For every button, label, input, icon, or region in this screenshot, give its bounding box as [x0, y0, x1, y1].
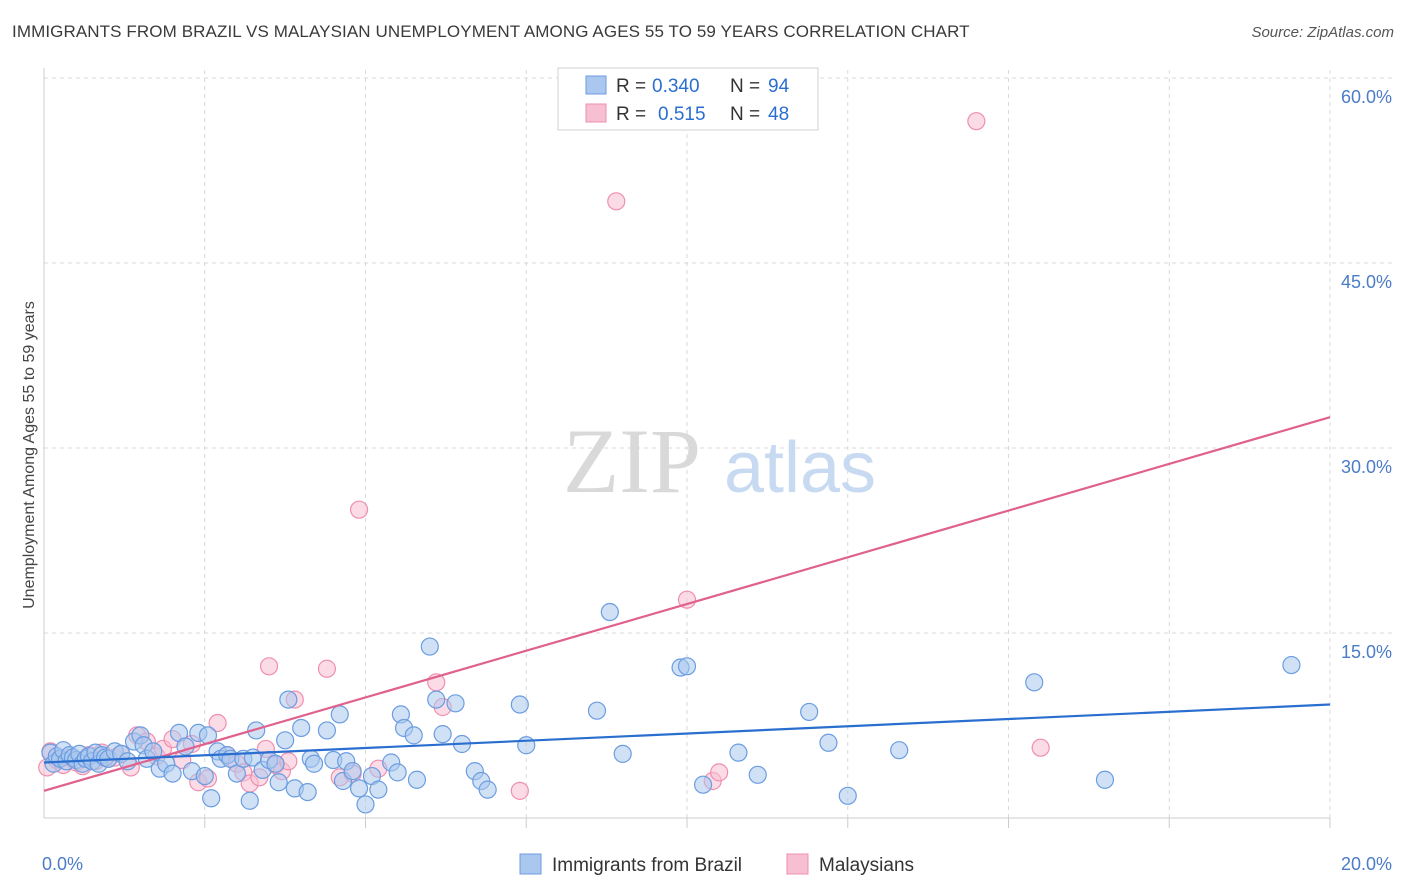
legend-n-label-malaysian: N =	[730, 104, 760, 125]
brazil-point-63	[349, 779, 369, 798]
brazil-point-73	[420, 637, 439, 656]
bottom-legend: Immigrants from Brazil Malaysians	[519, 853, 914, 876]
brazil-point-97	[1282, 655, 1301, 675]
y-tick-label-1: 30.0%	[1341, 457, 1392, 477]
malaysian-point-42	[510, 781, 529, 800]
axes	[43, 68, 1331, 828]
brazil-point-74	[427, 690, 446, 709]
series-malaysians-points	[38, 112, 1050, 800]
legend-swatch-malaysian	[585, 103, 607, 123]
brazil-point-71	[404, 726, 423, 745]
brazil-point-75	[433, 725, 452, 744]
legend-r-value-brazil: 0.340	[652, 76, 700, 97]
bottom-legend-label-malaysian: Malaysians	[819, 855, 914, 876]
legend-n-value-brazil: 94	[768, 76, 790, 97]
watermark-zip: ZIP	[563, 410, 701, 512]
legend-r-value-malaysian: 0.515	[658, 104, 706, 125]
malaysian-trend-line	[43, 416, 1331, 792]
malaysian-point-35	[317, 659, 337, 678]
brazil-point-72	[407, 770, 427, 789]
brazil-point-94	[890, 741, 909, 760]
brazil-point-66	[369, 780, 388, 799]
brazil-point-53	[292, 718, 311, 738]
malaysian-point-46	[677, 590, 697, 609]
brazil-point-56	[304, 754, 324, 773]
legend-r-label-malaysian: R =	[616, 104, 646, 125]
trend-lines	[43, 416, 1331, 792]
brazil-point-49	[269, 773, 288, 792]
brazil-point-88	[693, 775, 713, 794]
brazil-trend-line	[43, 703, 1331, 764]
brazil-point-95	[1025, 673, 1044, 692]
y-tick-label-2: 45.0%	[1341, 272, 1392, 292]
x-tick-label-0: 0.0%	[42, 854, 83, 874]
brazil-point-59	[330, 705, 349, 724]
malaysian-point-47	[967, 112, 986, 131]
series-brazil-points	[41, 602, 1301, 814]
y-tick-label-3: 60.0%	[1341, 87, 1392, 107]
bottom-legend-swatch-brazil	[519, 853, 542, 875]
legend-box: R = 0.340 N = 94 R = 0.515 N = 48	[557, 67, 819, 131]
watermark-atlas: atlas	[724, 428, 876, 508]
brazil-point-45	[247, 721, 266, 740]
brazil-point-84	[600, 602, 619, 622]
malaysian-point-43	[607, 192, 626, 211]
malaysian-point-48	[1031, 738, 1050, 757]
brazil-point-62	[343, 762, 362, 781]
brazil-point-83	[587, 701, 607, 720]
brazil-point-82	[517, 736, 536, 755]
brazil-point-48	[266, 754, 285, 773]
brazil-point-90	[748, 765, 767, 784]
bottom-legend-label-brazil: Immigrants from Brazil	[552, 855, 742, 876]
brazil-point-91	[800, 702, 819, 722]
bottom-legend-swatch-malaysian	[786, 853, 809, 875]
brazil-point-87	[677, 657, 697, 676]
brazil-point-92	[819, 733, 838, 752]
source-label: Source: ZipAtlas.com	[1251, 24, 1394, 41]
chart-title: IMMIGRANTS FROM BRAZIL VS MALAYSIAN UNEM…	[12, 22, 970, 41]
watermark: ZIP atlas	[563, 410, 876, 512]
brazil-point-50	[276, 731, 295, 750]
brazil-point-89	[729, 743, 748, 762]
brazil-point-29	[163, 764, 182, 783]
y-tick-label-0: 15.0%	[1341, 642, 1392, 662]
brazil-point-96	[1095, 770, 1115, 789]
brazil-point-51	[279, 690, 298, 709]
brazil-point-54	[298, 782, 317, 802]
malaysian-point-30	[259, 657, 279, 676]
brazil-point-68	[388, 763, 407, 782]
brazil-point-36	[202, 789, 221, 808]
legend-r-label-brazil: R =	[616, 76, 646, 97]
legend-n-value-malaysian: 48	[768, 104, 789, 125]
brazil-point-76	[446, 694, 465, 713]
legend-swatch-brazil	[585, 75, 607, 95]
brazil-point-34	[195, 766, 214, 786]
tick-labels: 15.0% 30.0% 45.0% 60.0% 0.0% 20.0%	[42, 87, 1392, 874]
legend-n-label-brazil: N =	[730, 76, 760, 97]
malaysian-point-45	[710, 763, 729, 782]
brazil-point-80	[478, 780, 497, 799]
brazil-point-93	[838, 786, 857, 805]
grid-lines	[44, 70, 1392, 818]
brazil-point-43	[240, 791, 259, 810]
malaysian-point-38	[349, 500, 369, 519]
brazil-point-81	[510, 695, 529, 714]
brazil-point-85	[613, 744, 632, 763]
brazil-point-57	[317, 721, 337, 740]
brazil-point-64	[356, 795, 375, 814]
malaysian-point-23	[208, 713, 227, 733]
x-tick-label-1: 20.0%	[1341, 854, 1392, 874]
